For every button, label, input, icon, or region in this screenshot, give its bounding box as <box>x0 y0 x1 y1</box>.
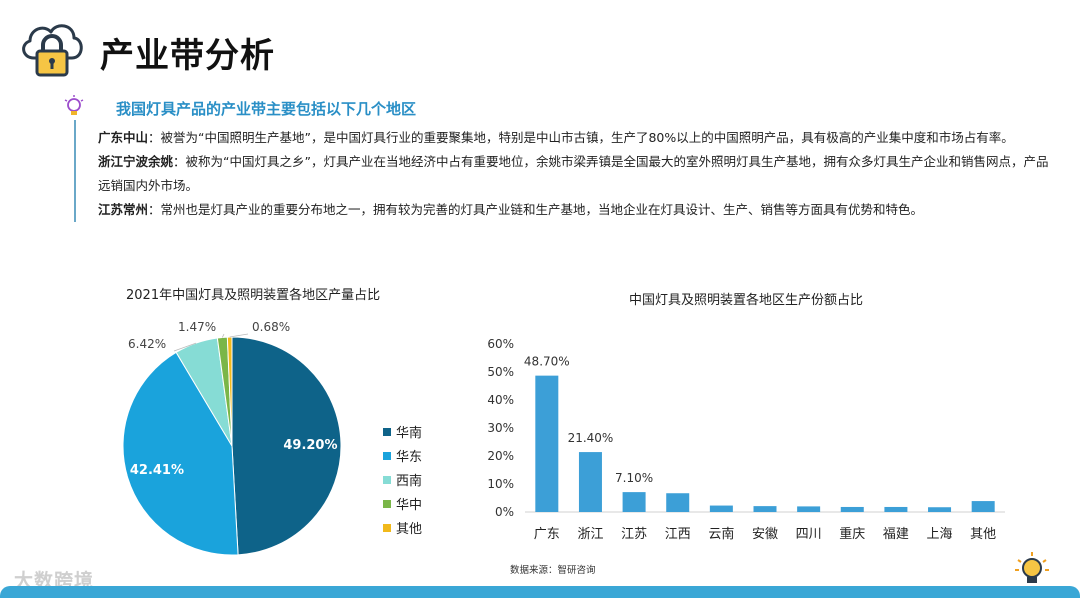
y-tick-label: 40% <box>487 393 514 407</box>
lightbulb-icon <box>1015 552 1049 583</box>
bar-data-label: 7.10% <box>615 471 653 485</box>
bar-9 <box>928 507 952 512</box>
region-text: ：被誉为“中国照明生产基地”，是中国灯具行业的重要聚集地，特别是中山市古镇，生产… <box>148 130 1014 145</box>
x-tick-label: 重庆 <box>839 526 865 542</box>
pie-chart-title: 2021年中国灯具及照明装置各地区产量占比 <box>126 288 381 303</box>
x-tick-label: 四川 <box>796 527 822 542</box>
cloud-lock-icon <box>22 24 83 77</box>
x-tick-label: 其他 <box>970 527 996 542</box>
region-paragraph-zhejiang: 浙江宁波余姚：被称为“中国灯具之乡”，灯具产业在当地经济中占有重要地位，余姚市梁… <box>98 150 1058 198</box>
x-tick-label: 云南 <box>708 526 734 542</box>
page-title: 产业带分析 <box>100 36 275 76</box>
y-tick-label: 20% <box>487 449 514 463</box>
y-tick-label: 30% <box>487 421 514 435</box>
bar-3 <box>666 493 690 512</box>
x-tick-label: 广东 <box>534 527 560 542</box>
bar-data-label: 21.40% <box>568 431 614 445</box>
x-tick-label: 安徽 <box>752 527 778 542</box>
region-paragraph-jiangsu: 江苏常州：常州也是灯具产业的重要分布地之一，拥有较为完善的灯具产业链和生产基地，… <box>98 198 1058 222</box>
region-name: 广东中山 <box>98 130 149 145</box>
legend-label: 华南 <box>396 425 422 441</box>
y-tick-label: 0% <box>495 505 514 519</box>
intro-title: 我国灯具产品的产业带主要包括以下几个地区 <box>116 100 417 118</box>
legend-label: 西南 <box>396 473 422 489</box>
region-text: ：被称为“中国灯具之乡”，灯具产业在当地经济中占有重要地位，余姚市梁弄镇是全国最… <box>98 154 1049 193</box>
pie-slice-label: 0.68% <box>252 320 290 334</box>
footer-bar <box>0 586 1080 598</box>
bar-8 <box>884 506 908 512</box>
legend-swatch <box>383 428 391 436</box>
pie-leader-line <box>229 333 249 338</box>
pie-slice-0 <box>231 336 342 556</box>
bar-7 <box>840 506 864 512</box>
bar-0 <box>535 375 559 512</box>
bar-chart-title: 中国灯具及照明装置各地区生产份额占比 <box>629 293 864 308</box>
region-paragraph-guangdong: 广东中山：被誉为“中国照明生产基地”，是中国灯具行业的重要聚集地，特别是中山市古… <box>98 126 1058 150</box>
region-name: 浙江宁波余姚 <box>98 154 174 169</box>
legend-label: 华中 <box>396 498 422 513</box>
legend-label: 华东 <box>396 450 422 465</box>
x-tick-label: 江苏 <box>621 526 647 542</box>
y-tick-label: 60% <box>487 337 514 351</box>
intro-section: 我国灯具产品的产业带主要包括以下几个地区 广东中山：被誉为“中国照明生产基地”，… <box>62 94 1058 222</box>
y-tick-label: 50% <box>487 365 514 379</box>
y-tick-label: 10% <box>487 477 514 491</box>
legend-swatch <box>383 500 391 508</box>
legend-swatch <box>383 476 391 484</box>
pie-slice-1 <box>122 351 239 556</box>
region-name: 江苏常州 <box>98 202 149 217</box>
lightbulb-icon <box>62 94 86 120</box>
pie-leader-line <box>173 342 197 352</box>
x-tick-label: 江西 <box>665 527 691 542</box>
x-tick-label: 上海 <box>927 527 953 542</box>
bar-data-label: 48.70% <box>524 355 570 369</box>
data-source: 数据来源：智研咨询 <box>510 565 596 576</box>
x-tick-label: 浙江 <box>577 527 603 542</box>
pie-slice-label: 42.41% <box>130 463 184 478</box>
bar-4 <box>709 505 733 512</box>
region-text: ：常州也是灯具产业的重要分布地之一，拥有较为完善的灯具产业链和生产基地，当地企业… <box>148 202 924 217</box>
bar-1 <box>578 452 602 512</box>
pie-slice-label: 6.42% <box>128 337 166 351</box>
pie-slice-label: 49.20% <box>283 438 337 453</box>
legend-swatch <box>383 452 391 460</box>
bar-2 <box>622 492 646 512</box>
bar-10 <box>971 501 995 512</box>
bar-5 <box>753 506 777 512</box>
pie-slice-label: 1.47% <box>178 320 216 334</box>
pie-leader-line <box>221 333 225 338</box>
legend-swatch <box>383 524 391 532</box>
x-tick-label: 福建 <box>883 527 909 542</box>
bar-6 <box>797 506 821 512</box>
bar-chart: 0% 10% 20% 30% 40% 50% 60% 广东 48.70% 浙江 21.40% 江苏 7.… <box>487 337 1005 542</box>
legend-label: 其他 <box>396 522 422 537</box>
